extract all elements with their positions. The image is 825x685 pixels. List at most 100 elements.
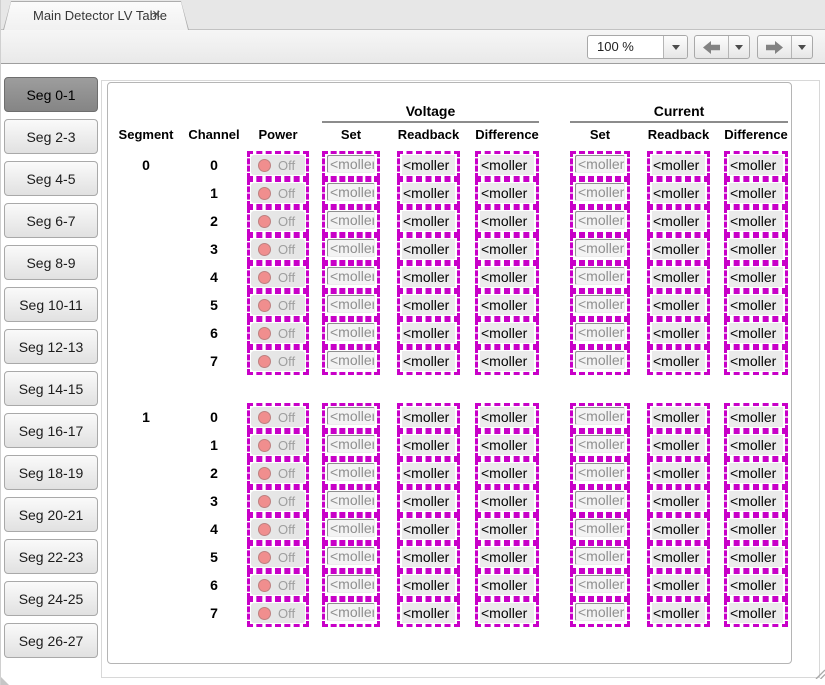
- voltage-set-field[interactable]: <moller_: [327, 519, 375, 537]
- power-toggle-button[interactable]: Off: [251, 183, 305, 203]
- power-toggle-button[interactable]: Off: [251, 547, 305, 567]
- current-set-field[interactable]: <moller_: [575, 211, 625, 229]
- current-readback-field-pv-border: <moller: [647, 263, 710, 291]
- tab-bar: Main Detector LV Table ×: [1, 0, 825, 30]
- voltage-difference-field-pv-border: <moller: [475, 403, 539, 431]
- sidebar-item-seg-14-15[interactable]: Seg 14-15: [4, 371, 98, 406]
- current-set-field[interactable]: <moller_: [575, 351, 625, 369]
- current-set-field[interactable]: <moller_: [575, 519, 625, 537]
- sidebar-item-seg-10-11[interactable]: Seg 10-11: [4, 287, 98, 322]
- current-set-field[interactable]: <moller_: [575, 183, 625, 201]
- sidebar-item-seg-8-9[interactable]: Seg 8-9: [4, 245, 98, 280]
- resize-grip-right-icon[interactable]: [815, 666, 825, 684]
- current-set-field[interactable]: <moller_: [575, 603, 625, 621]
- back-history-dropdown-button[interactable]: [728, 36, 749, 58]
- tab-main-detector-lv-table[interactable]: Main Detector LV Table ×: [3, 1, 189, 30]
- sidebar-item-seg-24-25[interactable]: Seg 24-25: [4, 581, 98, 616]
- power-toggle-button[interactable]: Off: [251, 211, 305, 231]
- current-set-field[interactable]: <moller_: [575, 239, 625, 257]
- voltage-readback-field-pv-border: <moller: [397, 347, 460, 375]
- power-state-label: Off: [278, 354, 295, 369]
- voltage-set-field[interactable]: <moller_: [327, 547, 375, 565]
- sidebar-item-seg-6-7[interactable]: Seg 6-7: [4, 203, 98, 238]
- current-set-field-pv-border: <moller_: [570, 319, 630, 347]
- current-set-field[interactable]: <moller_: [575, 407, 625, 425]
- voltage-set-field[interactable]: <moller_: [327, 211, 375, 229]
- power-toggle-button[interactable]: Off: [251, 155, 305, 175]
- navigate-forward-button[interactable]: [758, 36, 791, 58]
- sidebar-item-seg-16-17[interactable]: Seg 16-17: [4, 413, 98, 448]
- sidebar-item-seg-2-3[interactable]: Seg 2-3: [4, 119, 98, 154]
- current-difference-field-pv-border: <moller: [724, 403, 788, 431]
- voltage-difference-field-pv-border: <moller: [475, 515, 539, 543]
- power-toggle-button[interactable]: Off: [251, 407, 305, 427]
- current-set-field-pv-border: <moller_: [570, 291, 630, 319]
- zoom-level-combo[interactable]: 100 %: [587, 35, 688, 59]
- voltage-set-field[interactable]: <moller_: [327, 491, 375, 509]
- current-set-field[interactable]: <moller_: [575, 547, 625, 565]
- voltage-set-field-pv-border: <moller_: [322, 431, 380, 459]
- current-set-field[interactable]: <moller_: [575, 463, 625, 481]
- power-toggle-button[interactable]: Off: [251, 575, 305, 595]
- voltage-set-field[interactable]: <moller_: [327, 351, 375, 369]
- power-toggle-button[interactable]: Off: [251, 239, 305, 259]
- voltage-difference-field: <moller: [480, 435, 534, 455]
- sidebar-item-seg-4-5[interactable]: Seg 4-5: [4, 161, 98, 196]
- resize-grip-left-icon[interactable]: [1, 677, 9, 685]
- voltage-readback-field-pv-border: <moller: [397, 179, 460, 207]
- power-toggle-button[interactable]: Off: [251, 519, 305, 539]
- navigate-back-button[interactable]: [695, 36, 728, 58]
- sidebar-item-seg-20-21[interactable]: Seg 20-21: [4, 497, 98, 532]
- current-difference-field: <moller: [729, 183, 783, 203]
- chevron-down-icon: [735, 45, 743, 54]
- voltage-difference-field: <moller: [480, 351, 534, 371]
- voltage-set-field[interactable]: <moller_: [327, 323, 375, 341]
- current-set-field[interactable]: <moller_: [575, 575, 625, 593]
- voltage-set-field[interactable]: <moller_: [327, 407, 375, 425]
- power-toggle-button[interactable]: Off: [251, 267, 305, 287]
- power-toggle-button[interactable]: Off: [251, 435, 305, 455]
- power-toggle-button[interactable]: Off: [251, 323, 305, 343]
- current-set-field[interactable]: <moller_: [575, 295, 625, 313]
- current-readback-field: <moller: [652, 575, 705, 595]
- power-toggle-button[interactable]: Off: [251, 463, 305, 483]
- sidebar-item-seg-12-13[interactable]: Seg 12-13: [4, 329, 98, 364]
- voltage-readback-field: <moller: [402, 351, 455, 371]
- voltage-difference-field: <moller: [480, 211, 534, 231]
- voltage-readback-field-pv-border: <moller: [397, 599, 460, 627]
- channel-label: 3: [184, 235, 244, 263]
- sidebar-item-seg-26-27[interactable]: Seg 26-27: [4, 623, 98, 658]
- power-toggle-button[interactable]: Off: [251, 491, 305, 511]
- zoom-dropdown-button[interactable]: [663, 36, 687, 58]
- voltage-set-field[interactable]: <moller_: [327, 155, 375, 173]
- current-difference-field: <moller: [729, 267, 783, 287]
- current-difference-field: <moller: [729, 519, 783, 539]
- forward-history-dropdown-button[interactable]: [791, 36, 812, 58]
- sidebar-item-seg-18-19[interactable]: Seg 18-19: [4, 455, 98, 490]
- voltage-set-field[interactable]: <moller_: [327, 463, 375, 481]
- current-set-field[interactable]: <moller_: [575, 155, 625, 173]
- voltage-set-field[interactable]: <moller_: [327, 295, 375, 313]
- current-set-field[interactable]: <moller_: [575, 491, 625, 509]
- voltage-set-field[interactable]: <moller_: [327, 575, 375, 593]
- sidebar-item-seg-0-1[interactable]: Seg 0-1: [4, 77, 98, 112]
- channel-label: 5: [184, 291, 244, 319]
- voltage-set-field[interactable]: <moller_: [327, 267, 375, 285]
- power-toggle-button[interactable]: Off: [251, 351, 305, 371]
- sidebar-item-seg-22-23[interactable]: Seg 22-23: [4, 539, 98, 574]
- power-toggle-button[interactable]: Off: [251, 603, 305, 623]
- led-off-icon: [258, 579, 271, 592]
- voltage-set-field[interactable]: <moller_: [327, 603, 375, 621]
- current-set-field[interactable]: <moller_: [575, 323, 625, 341]
- power-state-label: Off: [278, 466, 295, 481]
- voltage-set-field[interactable]: <moller_: [327, 239, 375, 257]
- voltage-difference-field-pv-border: <moller: [475, 319, 539, 347]
- power-toggle-button[interactable]: Off: [251, 295, 305, 315]
- current-set-field[interactable]: <moller_: [575, 435, 625, 453]
- voltage-set-field[interactable]: <moller_: [327, 183, 375, 201]
- voltage-set-field[interactable]: <moller_: [327, 435, 375, 453]
- tab-close-icon[interactable]: ×: [152, 1, 161, 29]
- power-cell-pv-border: Off: [247, 459, 309, 487]
- power-cell-pv-border: Off: [247, 515, 309, 543]
- current-set-field[interactable]: <moller_: [575, 267, 625, 285]
